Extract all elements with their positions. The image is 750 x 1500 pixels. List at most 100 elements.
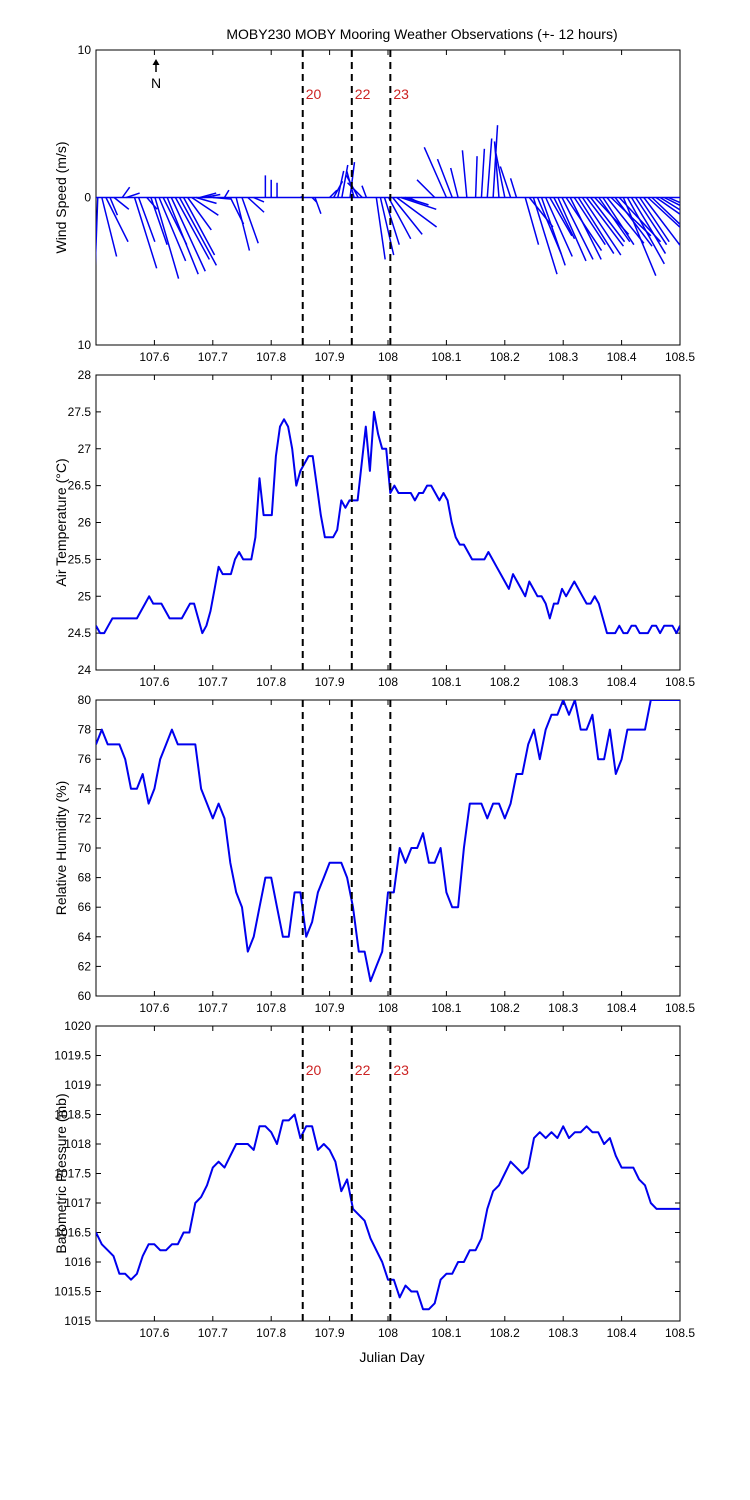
wind-stick [486,138,493,198]
wind-stick [408,196,419,203]
x-tick-label: 108 [378,350,398,364]
x-tick-label: 108.2 [490,1326,520,1340]
wind-stick [602,197,635,246]
wind-stick [495,153,506,198]
x-tick-label: 107.8 [256,1001,286,1015]
wind-stick [416,179,436,199]
wind-stick [154,197,180,279]
wind-stick [561,197,594,260]
y-tick-label: 27 [78,442,92,456]
wind-stick [626,197,665,265]
wind-stick [146,197,158,210]
wind-stick [577,197,615,254]
wind-stick [474,156,478,198]
wind-stick [361,185,368,198]
wind-stick [379,197,395,256]
wind-stick [203,193,221,199]
wind-stick [199,192,217,199]
series-line [96,1113,680,1311]
series-line [96,410,680,635]
x-tick-label: 108.3 [548,675,578,689]
wind-stick [585,197,625,247]
y-tick-label: 28 [78,368,92,382]
x-tick-label: 107.6 [139,675,169,689]
wind-stick [191,196,219,216]
event-label: 22 [355,1062,371,1078]
x-tick-label: 108.4 [607,1326,637,1340]
wind-stick [493,141,500,198]
y-tick-label: 10 [78,338,92,352]
wind-stick [509,178,518,198]
y-tick-label: 26 [78,516,92,530]
plot-area [96,700,680,996]
wind-stick [133,197,158,269]
north-label: N [151,75,161,91]
wind-stick [532,197,558,275]
wind-stick [668,196,680,204]
y-tick-label: 1019.5 [54,1049,91,1063]
x-tick-label: 108.5 [665,1326,695,1340]
wind-stick [101,197,118,257]
y-tick-label: 1018.5 [54,1108,91,1122]
wind-stick [383,197,400,245]
wind-stick [341,164,349,198]
x-tick-label: 108.3 [548,1326,578,1340]
wind-stick [622,197,657,276]
x-tick-label: 107.9 [315,350,345,364]
wind-stick [544,197,573,257]
y-tick-label: 1020 [64,1019,91,1033]
x-tick-label: 108.1 [431,350,461,364]
wind-stick [549,197,573,237]
wind-stick [643,197,680,247]
wind-stick [235,197,251,251]
x-tick-label: 108.5 [665,675,695,689]
panel-humidity: 60 62 64 66 68 70 72 74 76 78 80 107.6 107.7 107.8 107… [53,693,695,1015]
wind-stick [247,196,265,213]
wind-stick [109,197,119,216]
event-label: 23 [393,86,409,102]
wind-stick [174,197,211,260]
x-tick-label: 108.5 [665,1001,695,1015]
x-tick-label: 108.1 [431,1326,461,1340]
wind-stick [663,196,680,207]
y-tick-label: 1015 [64,1314,91,1328]
wind-stick [337,170,345,198]
wind-stick [329,189,338,199]
wind-stick [581,197,622,256]
x-tick-label: 108 [378,1001,398,1015]
y-tick-label: 76 [78,752,92,766]
x-tick-label: 108.4 [607,350,637,364]
wind-stick [392,197,423,235]
wind-stick [212,196,231,200]
y-tick-label: 27.5 [68,405,92,419]
wind-stick [375,197,386,260]
x-tick-label: 108.2 [490,675,520,689]
plot-frame [95,699,681,997]
x-tick-label: 108.2 [490,1001,520,1015]
wind-stick [396,196,438,228]
y-tick-label: 80 [78,693,92,707]
panel-wind: 10 0 10 107.6 107.7 107.8 107.9 108 108.1 108.2 10… [53,43,695,364]
y-axis-label: Wind Speed (m/s) [53,141,69,253]
x-tick-label: 107.8 [256,675,286,689]
wind-stick [557,197,587,262]
y-tick-label: 25 [78,589,92,603]
y-tick-label: 1017.5 [54,1167,91,1181]
figure-title: MOBY230 MOBY Mooring Weather Observation… [226,26,617,42]
x-tick-label: 108.5 [665,350,695,364]
y-tick-label: 62 [78,959,92,973]
y-tick-label: 1016.5 [54,1226,91,1240]
wind-stick [178,197,218,266]
wind-stick [121,186,131,198]
wind-stick [573,197,606,246]
wind-stick [480,148,486,198]
wind-stick [314,197,322,214]
wind-stick [96,197,99,267]
wind-stick [639,197,670,243]
wind-stick [606,197,645,244]
x-tick-label: 107.7 [198,1001,228,1015]
x-tick-label: 107.9 [315,675,345,689]
wind-stick [540,197,566,266]
x-tick-label: 107.6 [139,1001,169,1015]
